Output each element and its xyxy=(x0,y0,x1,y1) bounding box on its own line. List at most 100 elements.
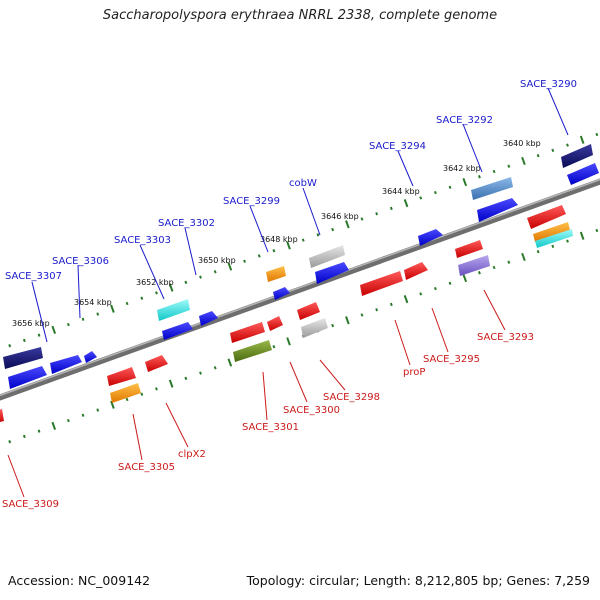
reverse-genes xyxy=(0,205,573,423)
scale-label-3642: 3642 kbp xyxy=(443,164,481,173)
gene-cobw[interactable] xyxy=(309,245,345,268)
lower-scale-minor-tick xyxy=(37,429,41,433)
upper-scale-minor-tick xyxy=(316,233,320,237)
lower-scale-minor-tick xyxy=(433,286,437,291)
scale-label-3646: 3646 kbp xyxy=(321,212,359,221)
gene-sace-3295b[interactable] xyxy=(458,255,490,276)
accession-label: Accession: NC_009142 xyxy=(8,573,151,588)
upper-scale-minor-tick xyxy=(243,259,246,263)
lower-scale-minor-tick xyxy=(375,308,379,312)
gene-sace-3298[interactable] xyxy=(297,302,320,320)
lower-scale-major-tick xyxy=(227,358,233,367)
upper-scale-major-tick xyxy=(168,283,174,292)
gene-sace-3293c[interactable] xyxy=(535,229,573,248)
lower-scale-minor-tick xyxy=(389,302,393,307)
lower-scale-minor-tick xyxy=(125,397,129,402)
label-sace-3309[interactable]: SACE_3309 xyxy=(2,499,59,510)
gene-sace-3306b[interactable] xyxy=(84,351,97,363)
gene-sace-3293b[interactable] xyxy=(533,222,570,242)
label-sace-3303[interactable]: SACE_3303 xyxy=(114,235,171,246)
scale-label-3656: 3656 kbp xyxy=(12,319,50,328)
lower-scale-minor-tick xyxy=(551,244,555,249)
upper-scale-minor-tick xyxy=(140,296,144,300)
label-sace-3292[interactable]: SACE_3292 xyxy=(436,115,493,126)
upper-scale-minor-tick xyxy=(375,212,379,216)
gene-sace-3292b[interactable] xyxy=(477,198,518,222)
gene-sace-3306[interactable] xyxy=(50,355,82,374)
upper-scale-minor-tick xyxy=(492,169,496,174)
upper-scale-minor-tick xyxy=(433,190,437,195)
gene-sace-3293[interactable] xyxy=(527,205,566,229)
label-clpx2[interactable]: clpX2 xyxy=(178,449,206,460)
label-sace-3307[interactable]: SACE_3307 xyxy=(5,271,62,282)
lower-scale-minor-tick xyxy=(81,413,85,417)
gene-sace-3301[interactable] xyxy=(230,322,265,343)
scale-track-upper xyxy=(8,132,599,348)
upper-scale-major-tick xyxy=(345,220,350,229)
label-cobw[interactable]: cobW xyxy=(289,178,317,189)
label-sace-3293[interactable]: SACE_3293 xyxy=(477,332,534,343)
upper-scale-minor-tick xyxy=(551,148,555,153)
gene-sace-3305b[interactable] xyxy=(110,383,141,403)
label-sace-3298[interactable]: SACE_3298 xyxy=(323,392,380,403)
gene-clpx2[interactable] xyxy=(145,355,168,372)
genome-backbone xyxy=(0,178,600,401)
upper-scale-major-tick xyxy=(462,177,468,187)
gene-sace-3303b[interactable] xyxy=(162,322,193,340)
label-sace-3290[interactable]: SACE_3290 xyxy=(520,79,577,90)
gene-sace-3298b[interactable] xyxy=(301,318,328,338)
upper-scale-minor-tick xyxy=(8,344,12,348)
scale-label-3644: 3644 kbp xyxy=(382,187,420,196)
label-sace-3300[interactable]: SACE_3300 xyxy=(283,405,340,416)
gene-sace-3301b[interactable] xyxy=(233,340,272,362)
gene-sace-3307[interactable] xyxy=(3,347,43,369)
upper-scale-minor-tick xyxy=(536,153,540,158)
gene-sace-3300[interactable] xyxy=(267,316,283,331)
lower-scale-major-tick xyxy=(521,252,526,262)
label-sace-3306[interactable]: SACE_3306 xyxy=(52,256,109,267)
upper-scale-minor-tick xyxy=(566,143,569,147)
gene-prop[interactable] xyxy=(360,271,403,296)
scale-label-3648: 3648 kbp xyxy=(260,235,298,244)
label-sace-3302[interactable]: SACE_3302 xyxy=(158,218,215,229)
label-sace-3294[interactable]: SACE_3294 xyxy=(369,141,426,152)
label-prop[interactable]: proP xyxy=(403,367,425,378)
lower-scale-minor-tick xyxy=(566,239,569,243)
lower-scale-major-tick xyxy=(168,379,174,388)
gene-sace-3303[interactable] xyxy=(157,299,190,321)
gene-prop-b[interactable] xyxy=(404,262,428,280)
upper-scale-major-tick xyxy=(521,156,526,166)
lower-scale-major-tick xyxy=(462,273,468,283)
gene-sace-3299b[interactable] xyxy=(273,287,290,300)
gene-sace-3302[interactable] xyxy=(199,311,218,326)
lower-scale-major-tick xyxy=(345,316,350,325)
lower-scale-minor-tick xyxy=(155,387,158,391)
upper-scale-minor-tick xyxy=(301,238,305,242)
gene-sace-3295[interactable] xyxy=(455,240,483,258)
upper-scale-minor-tick xyxy=(125,301,129,306)
label-sace-3301[interactable]: SACE_3301 xyxy=(242,422,299,433)
map-title: Saccharopolyspora erythraea NRRL 2338, c… xyxy=(102,8,498,23)
gene-cobw-b[interactable] xyxy=(315,262,349,284)
upper-scale-minor-tick xyxy=(66,322,70,327)
gene-sace-3309[interactable] xyxy=(0,409,4,423)
gene-sace-3305[interactable] xyxy=(107,367,136,386)
lower-scale-minor-tick xyxy=(22,434,26,439)
label-sace-3305[interactable]: SACE_3305 xyxy=(118,462,175,473)
lower-scale-minor-tick xyxy=(331,323,335,328)
gene-sace-3294[interactable] xyxy=(418,229,443,246)
gene-sace-3291[interactable] xyxy=(567,163,599,185)
upper-scale-minor-tick xyxy=(389,206,393,211)
label-sace-3299[interactable]: SACE_3299 xyxy=(223,196,280,207)
forward-genes xyxy=(3,144,599,389)
gene-sace-3307b[interactable] xyxy=(8,366,47,389)
lower-scale-minor-tick xyxy=(8,440,12,444)
upper-scale-minor-tick xyxy=(199,275,202,279)
gene-sace-3299[interactable] xyxy=(266,266,286,282)
gene-sace-3292[interactable] xyxy=(471,177,513,200)
label-sace-3295[interactable]: SACE_3295 xyxy=(423,354,480,365)
upper-scale-minor-tick xyxy=(213,270,217,274)
gene-sace-3290[interactable] xyxy=(561,144,593,168)
reverse-gene-labels: SACE_3293 SACE_3295 proP SACE_3298 SACE_… xyxy=(2,332,534,510)
lower-scale-major-tick xyxy=(110,400,115,409)
